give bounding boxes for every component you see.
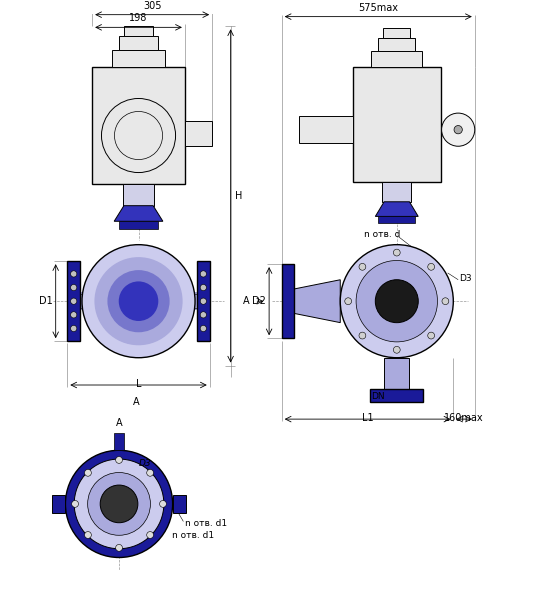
- Circle shape: [356, 260, 438, 342]
- Bar: [80, 294, 133, 308]
- Bar: [77, 292, 87, 310]
- Circle shape: [359, 332, 366, 339]
- Circle shape: [119, 282, 158, 321]
- Circle shape: [442, 298, 449, 305]
- Circle shape: [393, 346, 400, 353]
- Bar: [92, 67, 185, 184]
- Text: 575max: 575max: [358, 3, 398, 12]
- Circle shape: [428, 263, 434, 270]
- Circle shape: [454, 126, 462, 134]
- Circle shape: [345, 298, 352, 305]
- Bar: [123, 184, 154, 206]
- Text: D2: D2: [252, 296, 266, 306]
- Circle shape: [71, 285, 77, 291]
- Circle shape: [85, 531, 91, 538]
- Polygon shape: [114, 206, 163, 221]
- Circle shape: [340, 245, 453, 358]
- Bar: [112, 50, 165, 67]
- Text: 305: 305: [143, 1, 161, 11]
- Circle shape: [95, 257, 183, 345]
- Bar: [382, 182, 411, 202]
- Circle shape: [375, 280, 418, 323]
- Circle shape: [200, 271, 206, 277]
- Text: A: A: [243, 296, 250, 306]
- Bar: [119, 36, 158, 50]
- Bar: [114, 433, 124, 450]
- Text: H: H: [235, 191, 242, 201]
- Bar: [384, 358, 410, 389]
- Circle shape: [147, 470, 154, 476]
- Circle shape: [88, 473, 150, 535]
- Bar: [371, 51, 422, 67]
- Bar: [190, 292, 200, 310]
- Circle shape: [107, 270, 170, 332]
- Text: n отв. d1: n отв. d1: [172, 531, 214, 540]
- Text: D3: D3: [459, 274, 472, 283]
- Bar: [379, 38, 415, 51]
- Circle shape: [71, 326, 77, 331]
- Circle shape: [200, 312, 206, 318]
- Bar: [52, 495, 66, 513]
- Bar: [119, 221, 158, 229]
- Bar: [143, 294, 197, 308]
- Circle shape: [441, 113, 475, 146]
- Circle shape: [200, 285, 206, 291]
- Bar: [185, 121, 212, 146]
- Text: n отв. d1: n отв. d1: [185, 519, 228, 528]
- Bar: [173, 495, 187, 513]
- Circle shape: [71, 271, 77, 277]
- Circle shape: [160, 500, 166, 508]
- Bar: [282, 264, 294, 338]
- Circle shape: [74, 459, 164, 549]
- Bar: [197, 262, 210, 341]
- Circle shape: [115, 544, 123, 551]
- Circle shape: [102, 98, 176, 173]
- Text: n отв. d: n отв. d: [364, 231, 400, 240]
- Text: A: A: [133, 397, 140, 407]
- Text: D1: D1: [39, 296, 53, 306]
- Text: DN: DN: [371, 392, 385, 401]
- Bar: [383, 28, 410, 38]
- Circle shape: [114, 111, 162, 160]
- Circle shape: [393, 249, 400, 256]
- Circle shape: [71, 312, 77, 318]
- Bar: [299, 116, 353, 144]
- Circle shape: [428, 332, 434, 339]
- Bar: [67, 262, 80, 341]
- Circle shape: [100, 485, 138, 522]
- Text: 198: 198: [129, 14, 148, 24]
- Polygon shape: [375, 202, 418, 216]
- Circle shape: [71, 298, 77, 304]
- Polygon shape: [292, 280, 340, 323]
- Text: L: L: [136, 379, 141, 389]
- Text: A: A: [116, 418, 123, 428]
- Circle shape: [200, 326, 206, 331]
- Bar: [370, 389, 423, 401]
- Bar: [353, 67, 441, 182]
- Circle shape: [66, 450, 173, 557]
- Bar: [379, 216, 415, 223]
- Circle shape: [359, 263, 366, 270]
- Text: D3: D3: [138, 460, 151, 468]
- Circle shape: [82, 245, 195, 358]
- Circle shape: [147, 531, 154, 538]
- Circle shape: [115, 457, 123, 463]
- Bar: [124, 26, 153, 36]
- Text: 160max: 160max: [444, 413, 484, 423]
- Circle shape: [72, 500, 78, 508]
- Circle shape: [85, 470, 91, 476]
- Circle shape: [200, 298, 206, 304]
- Text: L1: L1: [362, 413, 374, 423]
